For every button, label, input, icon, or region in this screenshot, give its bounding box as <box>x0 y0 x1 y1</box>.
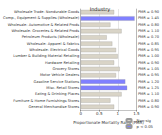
svg-text:PMR = 0.95: PMR = 0.95 <box>138 73 159 77</box>
svg-text:PMR = 1.10: PMR = 1.10 <box>138 92 160 96</box>
svg-text:PMR = 1.20: PMR = 1.20 <box>138 80 160 84</box>
svg-text:0: 0 <box>79 111 82 116</box>
svg-text:PMR = 1.05: PMR = 1.05 <box>138 67 159 71</box>
svg-text:PMR = 1.10: PMR = 1.10 <box>138 29 160 33</box>
svg-text:Hardware Retailing: Hardware Retailing <box>45 61 79 65</box>
svg-text:PMR = 1.00: PMR = 1.00 <box>138 54 160 58</box>
svg-text:0.5: 0.5 <box>96 111 103 116</box>
svg-text:p < 0.05: p < 0.05 <box>137 124 154 129</box>
svg-text:Non-sig: Non-sig <box>137 118 152 123</box>
svg-text:PMR = 1.25: PMR = 1.25 <box>138 86 159 90</box>
svg-text:Grocery Stores: Grocery Stores <box>52 67 79 71</box>
svg-text:Wholesale: Automotive & Relate: Wholesale: Automotive & Related Prods <box>8 23 80 27</box>
svg-text:PMR = 0.90: PMR = 0.90 <box>138 61 160 65</box>
svg-text:Gasoline Service Stations: Gasoline Service Stations <box>33 80 79 84</box>
svg-text:Wholesale: Groceries & Related: Wholesale: Groceries & Related Prods <box>11 29 79 33</box>
svg-text:PMR = 0.70: PMR = 0.70 <box>138 35 160 39</box>
svg-text:Proportionate Mortality Ratio: Proportionate Mortality Ratio (PMR) <box>73 120 144 125</box>
svg-text:Comp., Equipment & Supplies (W: Comp., Equipment & Supplies (Wholesale) <box>3 16 80 20</box>
svg-text:Wholesale Trade: Nondurable Go: Wholesale Trade: Nondurable Goods <box>14 10 79 14</box>
svg-text:PMR = 0.95: PMR = 0.95 <box>138 48 159 52</box>
svg-text:PMR = 0.90: PMR = 0.90 <box>138 105 160 109</box>
svg-text:1: 1 <box>117 111 120 116</box>
svg-text:PMR = 0.80: PMR = 0.80 <box>138 99 160 103</box>
svg-text:Wholesale: Apparel & Fabrics: Wholesale: Apparel & Fabrics <box>27 42 79 46</box>
svg-text:Motor Vehicle Dealers: Motor Vehicle Dealers <box>40 73 79 77</box>
svg-text:Industry: Industry <box>90 6 111 13</box>
svg-text:General Merchandise Stores: General Merchandise Stores <box>29 105 80 109</box>
svg-text:PMR = 0.85: PMR = 0.85 <box>138 42 159 46</box>
svg-text:PMR = 0.90: PMR = 0.90 <box>138 10 160 14</box>
svg-text:Petroleum Products (Wholesale): Petroleum Products (Wholesale) <box>22 35 80 39</box>
svg-text:Eating & Drinking Places: Eating & Drinking Places <box>35 92 79 96</box>
svg-text:Wholesale: Electrical Goods: Wholesale: Electrical Goods <box>29 48 79 52</box>
svg-text:PMR = 0.80: PMR = 0.80 <box>138 23 160 27</box>
svg-text:1.5: 1.5 <box>133 111 140 116</box>
svg-text:Lumber & Building Material Ret: Lumber & Building Material Retailing <box>13 54 79 58</box>
svg-text:Misc. Retail Stores: Misc. Retail Stores <box>46 86 79 90</box>
svg-text:PMR = 1.45: PMR = 1.45 <box>138 16 159 20</box>
svg-text:Furniture & Home Furnishings S: Furniture & Home Furnishings Stores <box>13 99 79 103</box>
